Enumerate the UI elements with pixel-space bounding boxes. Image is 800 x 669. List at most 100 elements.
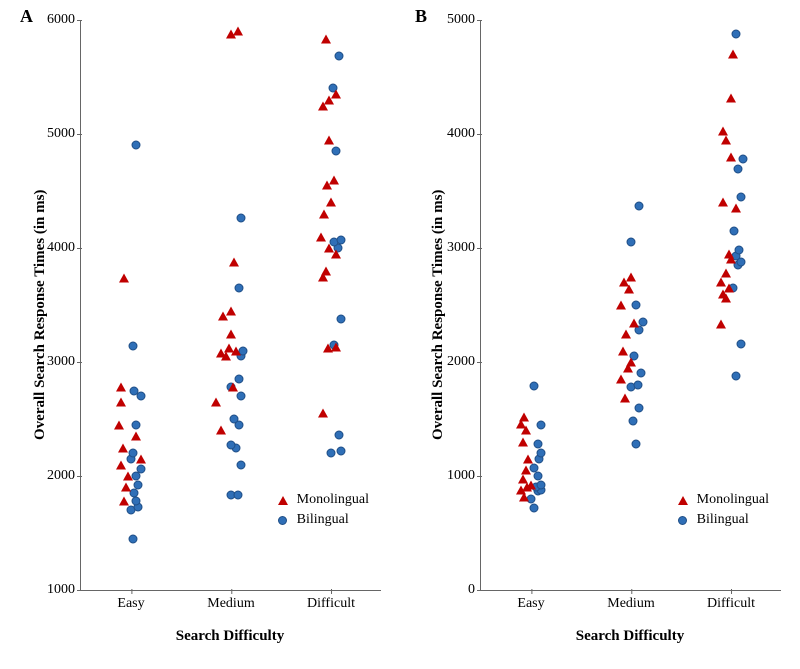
y-tick: 5000 (447, 12, 481, 28)
point-bilingual (734, 165, 743, 174)
point-monolingual (329, 175, 339, 184)
point-monolingual (621, 329, 631, 338)
point-monolingual (226, 306, 236, 315)
point-monolingual (331, 90, 341, 99)
y-axis-label-b: Overall Search Response Times (in ms) (430, 190, 447, 440)
x-tick: Medium (607, 590, 654, 612)
point-monolingual (118, 443, 128, 452)
legend: MonolingualBilingual (675, 490, 769, 530)
point-bilingual (530, 503, 539, 512)
legend-item-monolingual: Monolingual (275, 490, 369, 510)
point-monolingual (716, 320, 726, 329)
legend-label: Bilingual (297, 512, 349, 528)
point-bilingual (739, 155, 748, 164)
point-bilingual (132, 141, 141, 150)
figure: A Overall Search Response Times (in ms) … (0, 0, 800, 669)
legend-item-monolingual: Monolingual (675, 490, 769, 510)
point-bilingual (327, 449, 336, 458)
point-monolingual (321, 35, 331, 44)
point-bilingual (632, 301, 641, 310)
point-bilingual (134, 481, 143, 490)
point-bilingual (537, 449, 546, 458)
point-monolingual (119, 497, 129, 506)
point-bilingual (237, 214, 246, 223)
panel-a-label: A (20, 6, 33, 27)
point-bilingual (534, 472, 543, 481)
point-monolingual (331, 343, 341, 352)
point-monolingual (211, 397, 221, 406)
y-tick: 2000 (47, 468, 81, 484)
point-monolingual (724, 249, 734, 258)
point-monolingual (519, 412, 529, 421)
point-monolingual (216, 426, 226, 435)
point-bilingual (335, 52, 344, 61)
point-monolingual (518, 437, 528, 446)
point-bilingual (129, 342, 138, 351)
point-bilingual (137, 465, 146, 474)
point-bilingual (737, 192, 746, 201)
point-monolingual (233, 27, 243, 36)
y-tick: 4000 (47, 240, 81, 256)
point-monolingual (116, 460, 126, 469)
point-bilingual (530, 381, 539, 390)
point-bilingual (237, 460, 246, 469)
y-tick: 1000 (47, 582, 81, 598)
point-monolingual (523, 454, 533, 463)
x-tick: Difficult (307, 590, 355, 612)
point-monolingual (231, 346, 241, 355)
y-tick: 2000 (447, 354, 481, 370)
point-monolingual (721, 269, 731, 278)
y-tick: 4000 (447, 126, 481, 142)
point-bilingual (332, 147, 341, 156)
point-monolingual (726, 152, 736, 161)
point-bilingual (337, 236, 346, 245)
point-monolingual (726, 93, 736, 102)
y-tick: 3000 (447, 240, 481, 256)
legend-item-bilingual: Bilingual (675, 510, 769, 530)
point-monolingual (716, 278, 726, 287)
point-bilingual (730, 226, 739, 235)
point-monolingual (731, 204, 741, 213)
point-bilingual (637, 369, 646, 378)
point-monolingual (326, 198, 336, 207)
point-bilingual (534, 440, 543, 449)
point-monolingual (629, 319, 639, 328)
point-monolingual (121, 483, 131, 492)
point-monolingual (616, 375, 626, 384)
point-bilingual (130, 386, 139, 395)
legend-label: Monolingual (297, 492, 369, 508)
x-tick: Easy (517, 590, 544, 612)
point-monolingual (116, 397, 126, 406)
point-bilingual (234, 491, 243, 500)
point-monolingual (321, 266, 331, 275)
point-bilingual (335, 430, 344, 439)
point-monolingual (123, 472, 133, 481)
point-monolingual (316, 232, 326, 241)
y-tick: 6000 (47, 12, 81, 28)
point-monolingual (116, 383, 126, 392)
point-bilingual (230, 415, 239, 424)
x-axis-label-a: Search Difficulty (80, 628, 380, 645)
point-monolingual (114, 420, 124, 429)
circle-icon (275, 516, 291, 525)
triangle-icon (675, 496, 691, 505)
panel-b-label: B (415, 6, 427, 27)
point-monolingual (728, 50, 738, 59)
x-tick: Difficult (707, 590, 755, 612)
point-monolingual (521, 466, 531, 475)
point-monolingual (618, 346, 628, 355)
y-tick: 1000 (447, 468, 481, 484)
point-monolingual (718, 126, 728, 135)
point-monolingual (518, 475, 528, 484)
x-tick: Easy (117, 590, 144, 612)
point-monolingual (616, 301, 626, 310)
point-bilingual (337, 314, 346, 323)
point-bilingual (227, 441, 236, 450)
point-bilingual (237, 392, 246, 401)
point-monolingual (228, 383, 238, 392)
plot-area-a: 100020003000400050006000EasyMediumDiffic… (80, 20, 381, 591)
point-monolingual (226, 329, 236, 338)
circle-icon (675, 516, 691, 525)
point-bilingual (732, 29, 741, 38)
point-bilingual (635, 201, 644, 210)
